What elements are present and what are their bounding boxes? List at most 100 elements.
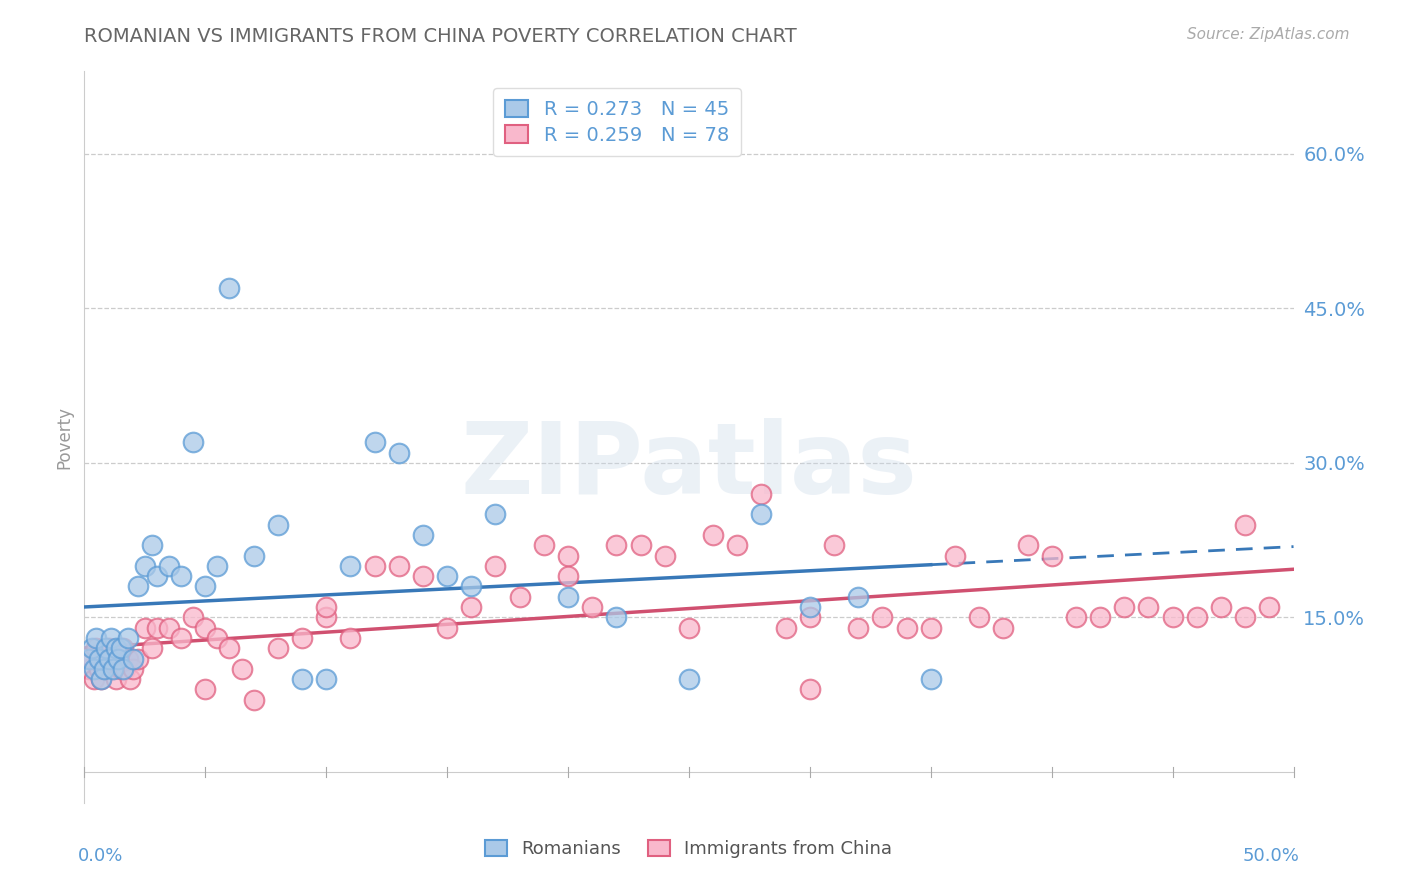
Point (97, 641, 120, 656)
Point (170, 631, 193, 645)
Point (725, 538, 748, 552)
Point (605, 538, 627, 552)
Point (654, 549, 676, 563)
Point (134, 558, 156, 573)
Point (90, 672, 112, 686)
Point (194, 579, 217, 593)
Point (86, 641, 108, 656)
Text: ROMANIAN VS IMMIGRANTS FROM CHINA POVERTY CORRELATION CHART: ROMANIAN VS IMMIGRANTS FROM CHINA POVERT… (84, 27, 797, 45)
Point (388, 558, 411, 573)
Point (823, 538, 845, 552)
Point (388, 445, 411, 459)
Point (460, 579, 482, 593)
Point (1234, 610, 1257, 624)
Text: 50.0%: 50.0% (1243, 847, 1299, 864)
Point (80, 651, 103, 665)
Point (1137, 600, 1160, 615)
Point (702, 528, 724, 542)
Point (315, 600, 337, 615)
Point (93, 662, 115, 676)
Point (291, 672, 314, 686)
Point (1209, 600, 1232, 615)
Point (103, 662, 125, 676)
Point (127, 651, 149, 665)
Point (77, 651, 100, 665)
Point (1114, 600, 1136, 615)
Point (1161, 610, 1184, 624)
Point (107, 651, 129, 665)
Point (121, 662, 143, 676)
Point (93, 651, 115, 665)
Point (678, 621, 700, 635)
Point (412, 569, 434, 583)
Point (100, 651, 122, 665)
Point (194, 682, 217, 697)
Point (412, 528, 434, 542)
Point (315, 610, 337, 624)
Point (100, 631, 122, 645)
Point (112, 641, 135, 656)
Point (920, 672, 942, 686)
Point (509, 590, 531, 604)
Point (967, 610, 990, 624)
Point (267, 641, 290, 656)
Point (799, 600, 821, 615)
Point (94, 662, 117, 676)
Point (207, 631, 229, 645)
Point (533, 538, 555, 552)
Point (436, 569, 458, 583)
Point (943, 549, 966, 563)
Point (896, 621, 918, 635)
Point (751, 508, 773, 522)
Point (80, 641, 103, 656)
Point (141, 538, 163, 552)
Point (97, 651, 120, 665)
Point (605, 610, 627, 624)
Point (460, 600, 482, 615)
Point (121, 651, 143, 665)
Point (242, 549, 264, 563)
Point (231, 662, 253, 676)
Point (872, 610, 894, 624)
Point (146, 621, 169, 635)
Point (134, 621, 156, 635)
Point (90, 672, 112, 686)
Point (436, 621, 458, 635)
Point (110, 641, 132, 656)
Point (1064, 610, 1087, 624)
Point (557, 590, 579, 604)
Point (291, 631, 314, 645)
Point (1088, 610, 1111, 624)
Point (117, 631, 139, 645)
Point (77, 662, 100, 676)
Point (630, 538, 652, 552)
Point (581, 600, 603, 615)
Legend: Romanians, Immigrants from China: Romanians, Immigrants from China (477, 830, 901, 867)
Point (181, 610, 204, 624)
Point (1258, 600, 1281, 615)
Point (127, 579, 149, 593)
Point (846, 590, 869, 604)
Point (107, 651, 129, 665)
Point (218, 641, 240, 656)
Point (242, 693, 264, 707)
Point (86, 631, 108, 645)
Text: ZIPatlas: ZIPatlas (461, 417, 917, 515)
Point (775, 621, 797, 635)
Point (1040, 549, 1063, 563)
Point (799, 682, 821, 697)
Point (339, 558, 361, 573)
Point (993, 621, 1015, 635)
Point (117, 651, 139, 665)
Y-axis label: Poverty: Poverty (55, 406, 73, 468)
Point (218, 281, 240, 295)
Point (557, 549, 579, 563)
Point (104, 672, 127, 686)
Point (678, 672, 700, 686)
Point (157, 621, 180, 635)
Point (103, 662, 125, 676)
Point (141, 641, 163, 656)
Point (94, 641, 117, 656)
Point (1185, 610, 1208, 624)
Point (114, 662, 136, 676)
